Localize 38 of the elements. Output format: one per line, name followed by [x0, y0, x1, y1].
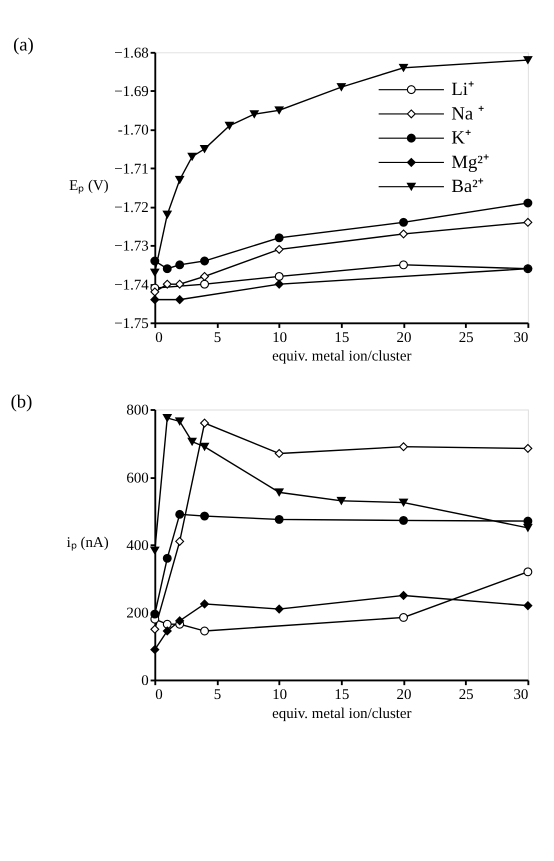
x-tick-label: 30: [513, 330, 528, 346]
chart-title: (a): [13, 34, 34, 56]
y-tick-label: −1.69: [114, 84, 149, 100]
y-tick-label: −1.75: [114, 316, 149, 332]
chart-title: (b): [10, 392, 32, 413]
x-tick-label: 0: [155, 687, 163, 704]
x-tick-label: 25: [458, 687, 474, 704]
legend-label: Li⁺: [451, 79, 474, 100]
x-tick-label: 5: [214, 330, 222, 346]
y-tick-label: 800: [126, 402, 149, 419]
y-tick-label: 200: [126, 606, 149, 622]
x-tick-label: 20: [396, 687, 412, 704]
x-tick-label: 5: [214, 687, 222, 704]
x-tick-label: 15: [334, 687, 350, 704]
y-tick-label: −1.68: [114, 45, 149, 62]
y-tick-label: 400: [126, 538, 149, 554]
y-tick-label: −1.71: [114, 161, 149, 178]
y-tick-label: −1.73: [114, 238, 149, 255]
y-tick-label: −1.74: [114, 277, 150, 294]
y-tick-label: −1.72: [114, 200, 149, 216]
x-axis-title: equiv. metal ion/cluster: [272, 348, 412, 365]
x-tick-label: 10: [272, 687, 288, 704]
y-axis-title: Eₚ (V): [69, 178, 109, 194]
y-tick-label: 600: [126, 470, 149, 486]
x-axis-title: equiv. metal ion/cluster: [272, 706, 412, 722]
x-tick-label: 10: [272, 330, 288, 346]
x-tick-label: 15: [334, 330, 350, 346]
y-axis-title: iₚ (nA): [66, 535, 109, 552]
y-tick-label: -1.70: [118, 122, 149, 139]
legend-label: Ba²⁺: [451, 176, 484, 198]
legend-label: Mg²⁺: [451, 152, 489, 173]
x-tick-label: 20: [396, 330, 412, 346]
x-tick-label: 30: [513, 687, 528, 704]
x-tick-label: 0: [155, 330, 163, 346]
y-tick-label: 0: [141, 673, 149, 690]
x-tick-label: 25: [458, 330, 474, 346]
legend-label: Na ⁺: [451, 103, 484, 124]
legend-label: K⁺: [451, 128, 471, 149]
